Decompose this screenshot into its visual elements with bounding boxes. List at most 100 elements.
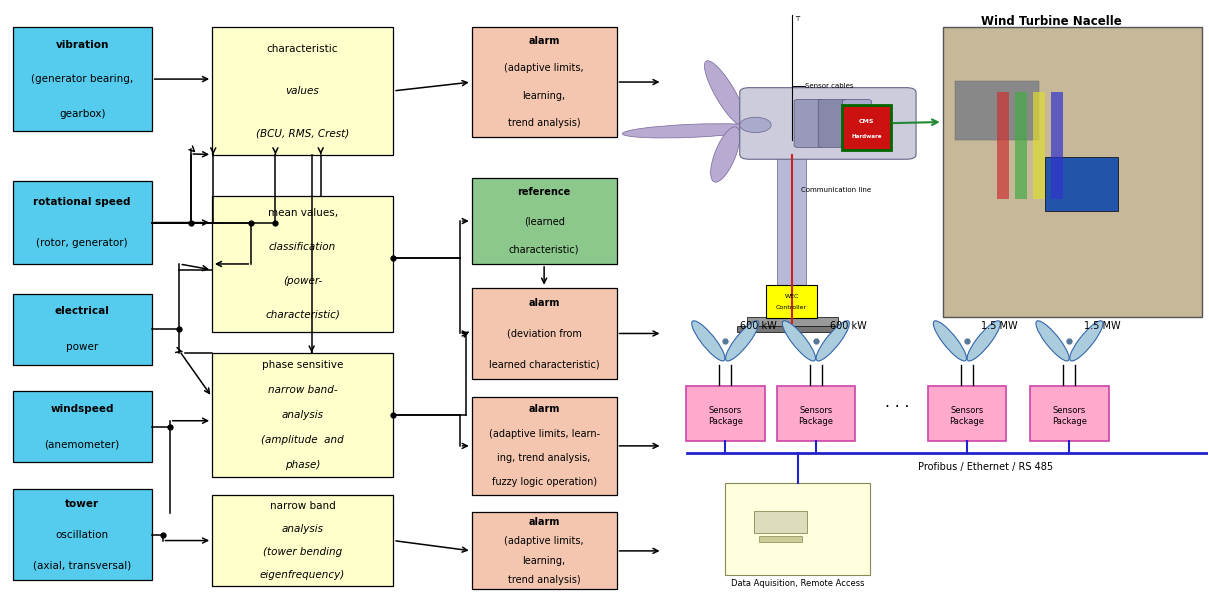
Text: Sensor cables: Sensor cables [805, 84, 854, 90]
FancyBboxPatch shape [740, 88, 916, 160]
FancyBboxPatch shape [725, 483, 870, 575]
Ellipse shape [816, 321, 850, 361]
Text: fuzzy logic operation): fuzzy logic operation) [492, 477, 597, 487]
Text: Communication line: Communication line [802, 187, 872, 193]
FancyBboxPatch shape [776, 387, 855, 441]
Ellipse shape [1036, 321, 1069, 361]
Text: ing, trend analysis,: ing, trend analysis, [497, 453, 591, 463]
Text: reference: reference [517, 187, 571, 197]
Text: phase): phase) [285, 460, 320, 470]
FancyBboxPatch shape [472, 512, 617, 589]
Text: classification: classification [268, 242, 336, 252]
FancyBboxPatch shape [13, 181, 151, 264]
Text: 600 kW: 600 kW [740, 321, 776, 331]
Text: Sensors: Sensors [950, 406, 983, 416]
FancyBboxPatch shape [777, 140, 806, 323]
FancyBboxPatch shape [955, 81, 1040, 140]
Text: Package: Package [707, 416, 742, 426]
Ellipse shape [967, 321, 1000, 361]
FancyBboxPatch shape [753, 511, 806, 533]
FancyBboxPatch shape [212, 353, 393, 477]
Text: mean values,: mean values, [267, 208, 337, 218]
Text: Package: Package [798, 416, 833, 426]
FancyBboxPatch shape [1046, 158, 1118, 211]
Ellipse shape [623, 124, 760, 138]
FancyBboxPatch shape [1016, 93, 1028, 199]
Text: electrical: electrical [54, 307, 110, 316]
Text: tower: tower [65, 499, 99, 509]
Text: characteristic): characteristic) [265, 310, 340, 320]
Ellipse shape [711, 127, 740, 182]
FancyBboxPatch shape [1052, 93, 1064, 199]
Text: Sensors: Sensors [799, 406, 833, 416]
Text: rotational speed: rotational speed [34, 197, 131, 207]
FancyBboxPatch shape [212, 495, 393, 586]
Text: Hardware: Hardware [851, 134, 881, 139]
Text: Sensors: Sensors [708, 406, 742, 416]
Text: Package: Package [949, 416, 984, 426]
Text: alarm: alarm [528, 517, 560, 527]
Ellipse shape [782, 321, 816, 361]
Ellipse shape [692, 321, 725, 361]
Text: Package: Package [1052, 416, 1087, 426]
FancyBboxPatch shape [13, 294, 151, 365]
Text: phase sensitive: phase sensitive [262, 360, 343, 370]
FancyBboxPatch shape [472, 27, 617, 137]
Text: narrow band: narrow band [270, 501, 335, 511]
Text: trend analysis): trend analysis) [508, 575, 580, 585]
Text: characteristic: characteristic [267, 43, 339, 53]
Text: Sensors: Sensors [1053, 406, 1086, 416]
Text: characteristic): characteristic) [509, 245, 579, 254]
Text: WEC: WEC [785, 294, 799, 299]
FancyBboxPatch shape [747, 317, 838, 327]
FancyBboxPatch shape [472, 178, 617, 264]
Text: (rotor, generator): (rotor, generator) [36, 238, 128, 248]
Text: trend analysis): trend analysis) [508, 118, 580, 128]
Text: gearbox): gearbox) [59, 109, 105, 119]
Text: 1.5 MW: 1.5 MW [1084, 321, 1121, 331]
Text: (power-: (power- [283, 276, 323, 286]
Text: (adaptive limits, learn-: (adaptive limits, learn- [488, 429, 600, 439]
FancyBboxPatch shape [758, 536, 802, 542]
Text: . . .: . . . [885, 396, 909, 410]
FancyBboxPatch shape [1034, 93, 1046, 199]
Text: alarm: alarm [528, 298, 560, 308]
FancyBboxPatch shape [686, 387, 764, 441]
Text: (tower bending: (tower bending [264, 547, 342, 557]
Text: analysis: analysis [282, 410, 324, 420]
Text: learned characteristic): learned characteristic) [488, 359, 600, 369]
Text: Controller: Controller [776, 305, 808, 310]
Text: windspeed: windspeed [51, 404, 114, 414]
Text: 600 kW: 600 kW [831, 321, 867, 331]
Text: oscillation: oscillation [56, 530, 109, 540]
Text: narrow band-: narrow band- [267, 385, 337, 395]
FancyBboxPatch shape [927, 387, 1006, 441]
Text: vibration: vibration [56, 40, 109, 50]
Text: (axial, transversal): (axial, transversal) [33, 560, 132, 570]
Text: Data Aquisition, Remote Access: Data Aquisition, Remote Access [731, 579, 864, 588]
Ellipse shape [1070, 321, 1103, 361]
Text: (adaptive limits,: (adaptive limits, [504, 63, 584, 74]
FancyBboxPatch shape [794, 100, 823, 148]
FancyBboxPatch shape [843, 106, 891, 150]
FancyBboxPatch shape [943, 27, 1202, 317]
Text: (amplitude  and: (amplitude and [261, 435, 345, 445]
FancyBboxPatch shape [13, 27, 151, 131]
Text: learning,: learning, [522, 556, 566, 566]
Text: analysis: analysis [282, 524, 324, 534]
Text: alarm: alarm [528, 404, 560, 415]
Text: values: values [285, 86, 319, 96]
FancyBboxPatch shape [818, 100, 848, 148]
FancyBboxPatch shape [472, 288, 617, 380]
FancyBboxPatch shape [212, 27, 393, 155]
Text: Profibus / Ethernet / RS 485: Profibus / Ethernet / RS 485 [919, 462, 1053, 472]
Text: (anemometer): (anemometer) [45, 439, 120, 449]
Text: (generator bearing,: (generator bearing, [31, 74, 133, 84]
FancyBboxPatch shape [843, 100, 872, 148]
Text: CMS: CMS [858, 119, 874, 124]
Text: (learned: (learned [523, 216, 565, 226]
Text: (adaptive limits,: (adaptive limits, [504, 536, 584, 546]
Text: power: power [66, 342, 98, 352]
FancyBboxPatch shape [472, 397, 617, 495]
Text: ┬: ┬ [796, 15, 799, 21]
